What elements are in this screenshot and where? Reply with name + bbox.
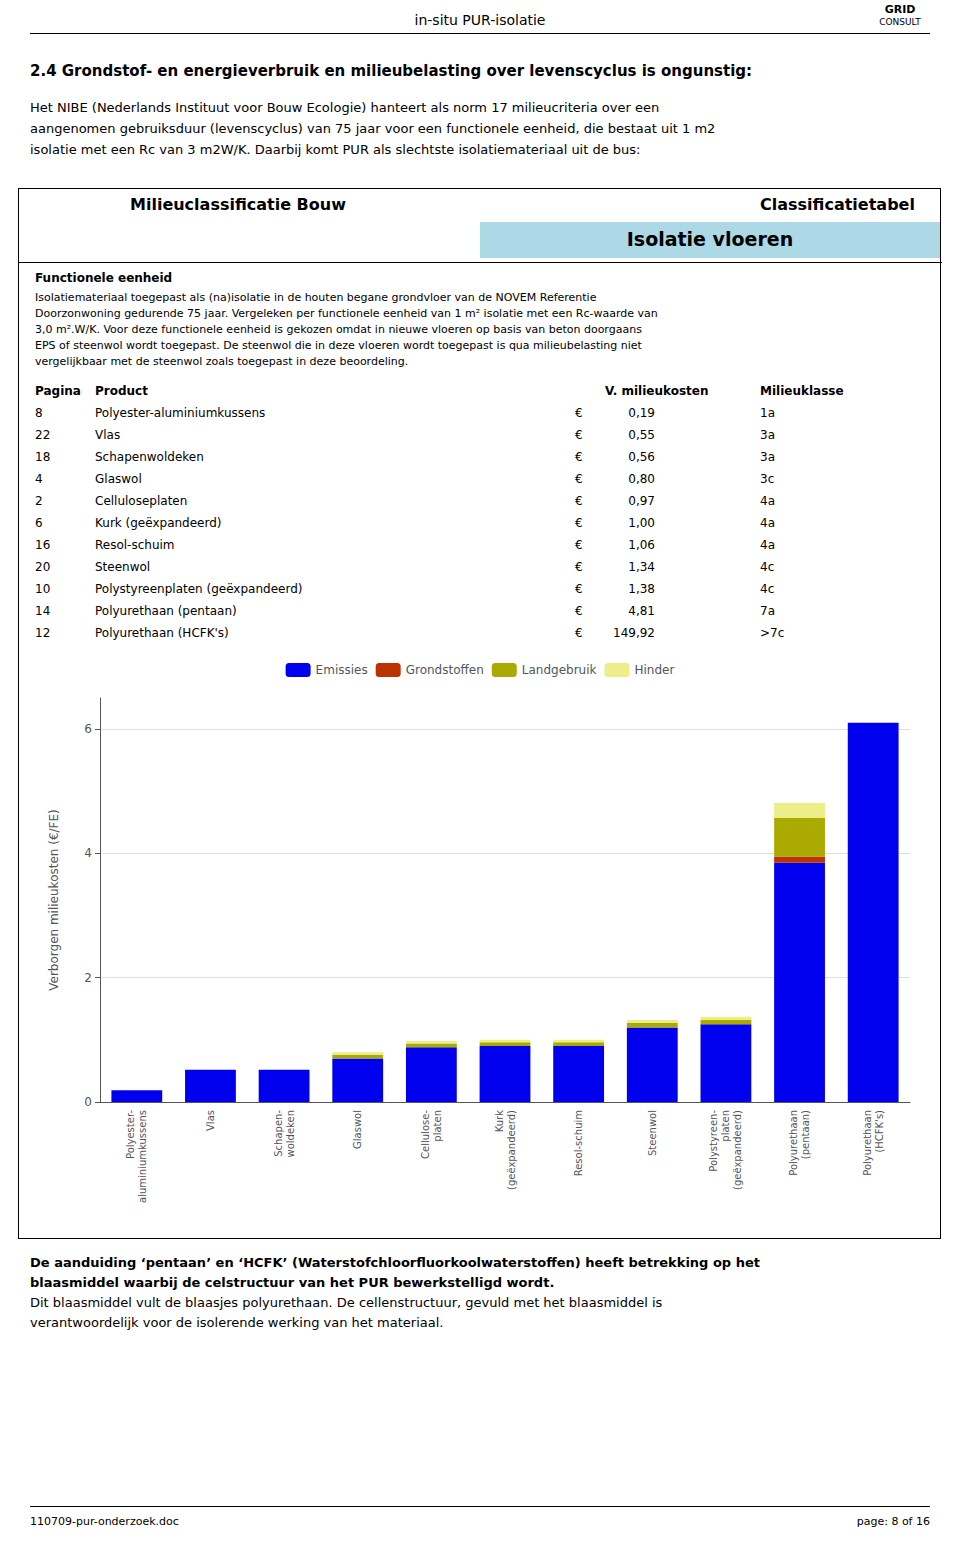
html-text:3,0 m².W/K. Voor deze function: 3,0 m².W/K. Voor deze functionele eenhei… <box>35 323 642 336</box>
html-text:Vlas: Vlas <box>95 428 121 442</box>
html-text:>7c: >7c <box>760 626 785 640</box>
html-text:4a: 4a <box>760 516 775 530</box>
svg-text:Grondstoffen: Grondstoffen <box>406 663 484 677</box>
html-text:1a: 1a <box>760 406 775 420</box>
html-text:Resol-schuim: Resol-schuim <box>95 538 175 552</box>
html-text:10: 10 <box>35 582 51 596</box>
svg-text:(geëxpandeerd): (geëxpandeerd) <box>506 1110 517 1190</box>
html-text:Glaswol: Glaswol <box>95 472 142 486</box>
svg-text:4: 4 <box>84 846 92 860</box>
svg-text:Verborgen milieukosten (€/FE): Verborgen milieukosten (€/FE) <box>47 809 61 991</box>
html-text:7a: 7a <box>760 604 775 618</box>
html-text:Schapenwoldeken: Schapenwoldeken <box>95 450 204 464</box>
html-text:110709-pur-onderzoek.doc: 110709-pur-onderzoek.doc <box>30 1515 179 1528</box>
html-text:Het NIBE (Nederlands Instituut: Het NIBE (Nederlands Instituut voor Bouw… <box>30 100 660 115</box>
html-text:verantwoordelijk voor de isole: verantwoordelijk voor de isolerende werk… <box>30 1315 444 1330</box>
html-text:149,92: 149,92 <box>613 626 655 640</box>
html-text:1,38: 1,38 <box>628 582 655 596</box>
html-text:Celluloseplaten: Celluloseplaten <box>95 494 188 508</box>
html-text:3a: 3a <box>760 450 775 464</box>
svg-text:Steenwol: Steenwol <box>647 1110 658 1156</box>
html-text:1,34: 1,34 <box>628 560 655 574</box>
svg-text:aluminiumkussens: aluminiumkussens <box>137 1110 148 1203</box>
html-text:GRID: GRID <box>884 3 916 16</box>
svg-text:Vlas: Vlas <box>205 1110 216 1131</box>
html-text:in-situ PUR-isolatie: in-situ PUR-isolatie <box>414 12 546 28</box>
html-text:0,56: 0,56 <box>628 450 655 464</box>
html-text:0,19: 0,19 <box>628 406 655 420</box>
html-text:page: 8 of 16: page: 8 of 16 <box>856 1515 930 1528</box>
html-text:Milieuclassificatie Bouw: Milieuclassificatie Bouw <box>130 195 346 214</box>
html-text:2: 2 <box>35 494 43 508</box>
html-text:4c: 4c <box>760 560 775 574</box>
html-text:Isolatie vloeren: Isolatie vloeren <box>626 228 794 250</box>
svg-text:6: 6 <box>84 722 92 736</box>
svg-text:Landgebruik: Landgebruik <box>522 663 597 677</box>
html-text:Doorzonwoning gedurende 75 jaa: Doorzonwoning gedurende 75 jaar. Vergele… <box>35 307 658 320</box>
html-text:20: 20 <box>35 560 51 574</box>
html-text:16: 16 <box>35 538 51 552</box>
svg-text:Polyurethaan: Polyurethaan <box>788 1110 799 1176</box>
html-text:14: 14 <box>35 604 51 618</box>
svg-text:Polystyreen-: Polystyreen- <box>708 1110 719 1172</box>
html-text:isolatie met een Rc van 3 m2W/: isolatie met een Rc van 3 m2W/K. Daarbij… <box>30 142 641 157</box>
svg-text:Polyurethaan: Polyurethaan <box>862 1110 873 1176</box>
html-text:Polyurethaan (HCFK's): Polyurethaan (HCFK's) <box>95 626 229 640</box>
html-text:Functionele eenheid: Functionele eenheid <box>35 271 173 285</box>
html-text:EPS of steenwol wordt toegepas: EPS of steenwol wordt toegepast. De stee… <box>35 339 642 352</box>
html-text:Product: Product <box>95 384 148 398</box>
html-text:Isolatiemateriaal toegepast al: Isolatiemateriaal toegepast als (na)isol… <box>35 291 597 304</box>
html-text:Kurk (geëxpandeerd): Kurk (geëxpandeerd) <box>95 516 222 530</box>
svg-text:(geëxpandeerd): (geëxpandeerd) <box>732 1110 743 1190</box>
svg-text:woldeken: woldeken <box>285 1110 296 1158</box>
svg-text:Glaswol: Glaswol <box>352 1110 363 1149</box>
html-text:1,06: 1,06 <box>628 538 655 552</box>
svg-text:(pentaan): (pentaan) <box>800 1110 811 1159</box>
html-text:V. milieukosten: V. milieukosten <box>605 384 709 398</box>
html-text:Steenwol: Steenwol <box>95 560 151 574</box>
svg-text:platen: platen <box>720 1110 731 1142</box>
svg-text:platen: platen <box>432 1110 443 1142</box>
html-text:18: 18 <box>35 450 51 464</box>
html-text:1,00: 1,00 <box>628 516 655 530</box>
html-text:12: 12 <box>35 626 51 640</box>
html-text:4c: 4c <box>760 582 775 596</box>
html-text:Classificatietabel: Classificatietabel <box>760 195 915 214</box>
html-text:0,97: 0,97 <box>628 494 655 508</box>
html-text:2.4 Grondstof- en energieverbr: 2.4 Grondstof- en energieverbruik en mil… <box>30 62 753 80</box>
svg-text:Resol-schuim: Resol-schuim <box>573 1110 584 1176</box>
html-text:4a: 4a <box>760 494 775 508</box>
html-text:3a: 3a <box>760 428 775 442</box>
html-text:4,81: 4,81 <box>628 604 655 618</box>
html-text:Polyurethaan (pentaan): Polyurethaan (pentaan) <box>95 604 237 618</box>
svg-text:Schapen-: Schapen- <box>273 1110 284 1157</box>
html-text:Dit blaasmiddel vult de blaasj: Dit blaasmiddel vult de blaasjes polyure… <box>30 1295 663 1310</box>
html-text:Milieuklasse: Milieuklasse <box>760 384 844 398</box>
html-text:blaasmiddel waarbij de celstru: blaasmiddel waarbij de celstructuur van … <box>30 1275 555 1290</box>
html-text:0,55: 0,55 <box>628 428 655 442</box>
html-text:3c: 3c <box>760 472 775 486</box>
svg-text:Kurk: Kurk <box>494 1110 505 1133</box>
svg-text:Polyester-: Polyester- <box>125 1110 136 1159</box>
html-text:CONSULT: CONSULT <box>879 17 921 27</box>
html-text:Pagina: Pagina <box>35 384 81 398</box>
html-text:aangenomen gebruiksduur (leven: aangenomen gebruiksduur (levenscyclus) v… <box>30 121 716 136</box>
html-text:Polyester-aluminiumkussens: Polyester-aluminiumkussens <box>95 406 266 420</box>
html-text:6: 6 <box>35 516 43 530</box>
svg-text:(HCFK's): (HCFK's) <box>874 1110 885 1153</box>
html-text:0,80: 0,80 <box>628 472 655 486</box>
html-text:De aanduiding ‘pentaan’ en ‘HC: De aanduiding ‘pentaan’ en ‘HCFK’ (Water… <box>30 1255 760 1270</box>
html-text:4: 4 <box>35 472 43 486</box>
svg-text:0: 0 <box>84 1095 92 1109</box>
html-text:Polystyreenplaten (geëxpandeer: Polystyreenplaten (geëxpandeerd) <box>95 582 303 596</box>
html-text:4a: 4a <box>760 538 775 552</box>
svg-text:Emissies: Emissies <box>316 663 368 677</box>
svg-text:Hinder: Hinder <box>634 663 674 677</box>
html-text:8: 8 <box>35 406 43 420</box>
html-text:22: 22 <box>35 428 51 442</box>
svg-text:2: 2 <box>84 971 92 985</box>
svg-text:Cellulose-: Cellulose- <box>420 1110 431 1159</box>
html-text:vergelijkbaar met de steenwol: vergelijkbaar met de steenwol zoals toeg… <box>35 355 409 368</box>
